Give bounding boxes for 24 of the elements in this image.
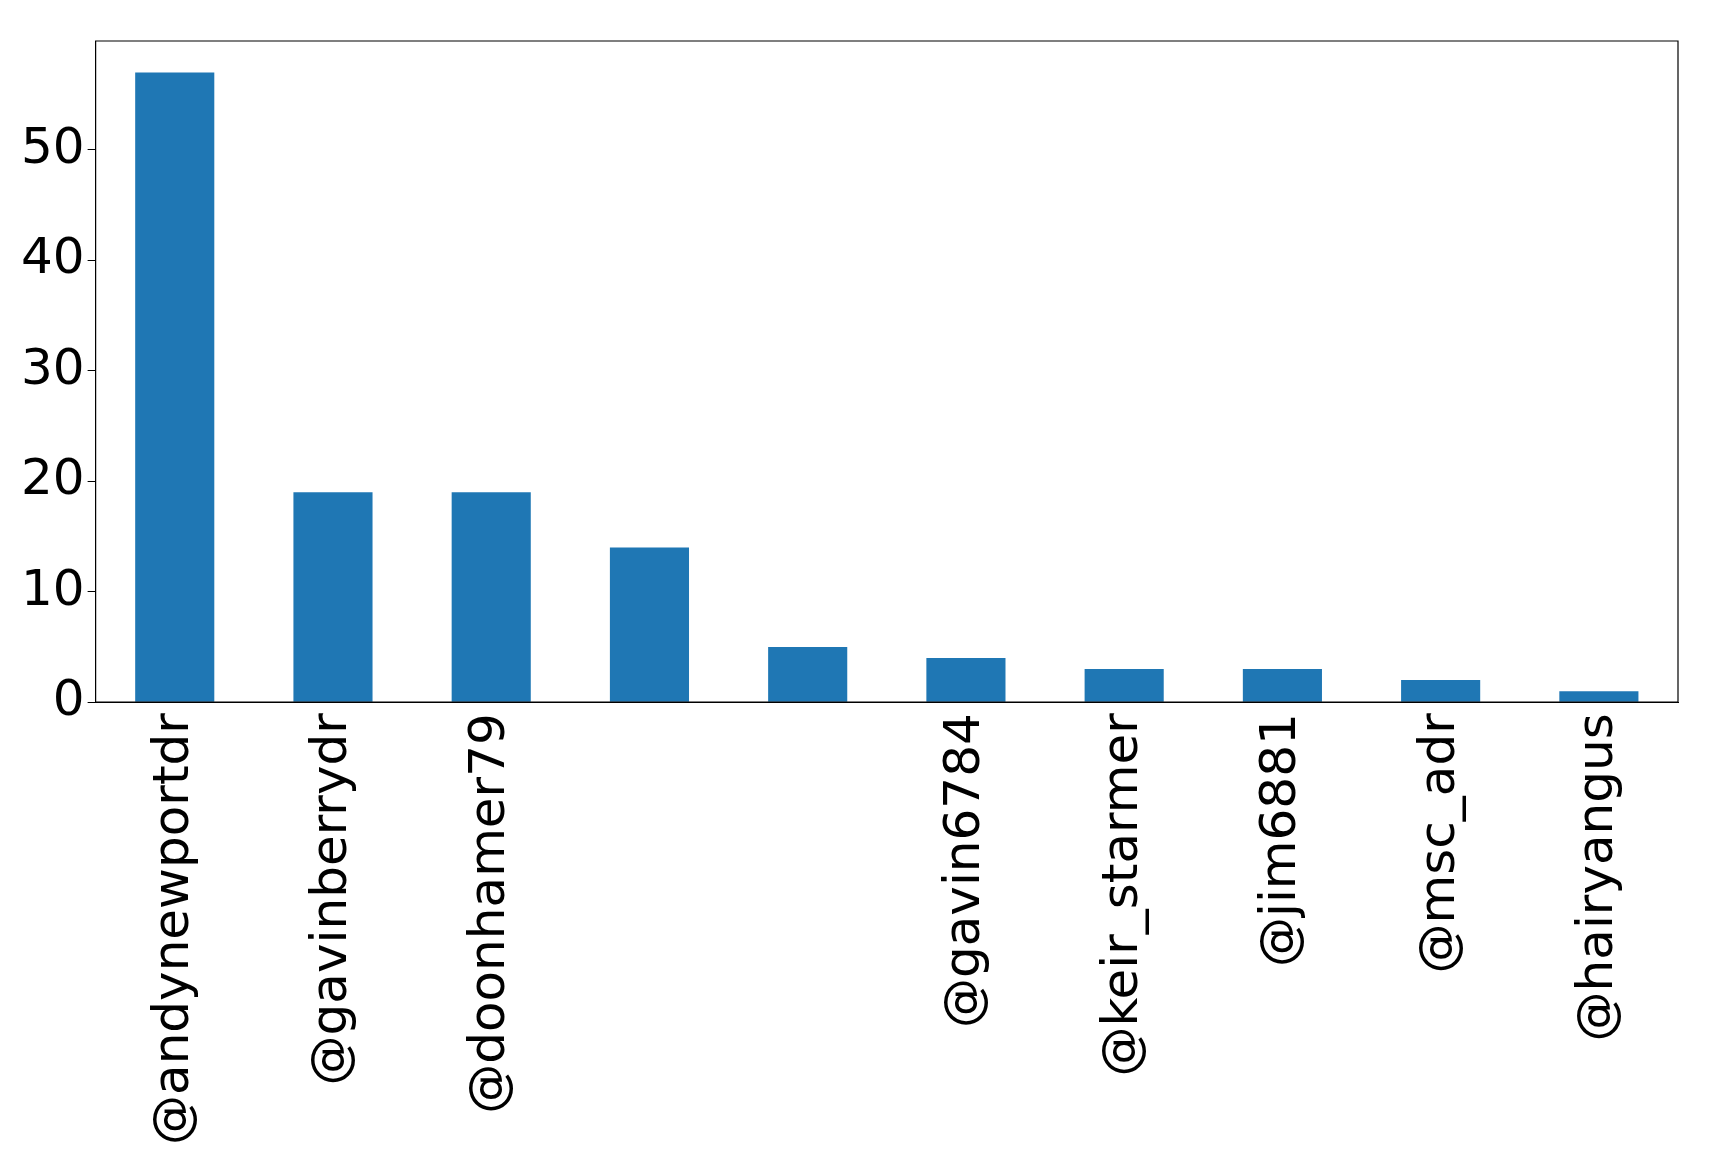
bar <box>451 492 531 702</box>
x-tick-label: @hairyangus <box>1565 713 1624 1042</box>
y-tick-label: 40 <box>21 227 85 286</box>
bar <box>609 547 690 702</box>
x-tick-label: @andynewportdr <box>141 712 200 1146</box>
x-tick-label: @gavinberrydr <box>299 712 358 1086</box>
bar <box>926 658 1006 702</box>
x-tick-label: @jim6881 <box>1249 713 1308 967</box>
y-tick-label: 10 <box>21 558 85 617</box>
x-tick-label: @doonhamer79 <box>458 713 517 1114</box>
y-tick-label: 30 <box>21 337 85 396</box>
y-tick-label: 0 <box>52 669 85 728</box>
x-tick-label: @keir_starmer <box>1091 712 1150 1077</box>
y-tick-label: 50 <box>21 116 85 175</box>
bar <box>1401 680 1481 702</box>
bar <box>1242 669 1322 702</box>
bar <box>1559 691 1639 702</box>
x-tick-label: @gavin6784 <box>932 713 991 1029</box>
bar <box>293 492 373 702</box>
x-tick-label: @msc_adr <box>1407 712 1466 974</box>
bar <box>1084 669 1164 702</box>
bar <box>135 72 215 702</box>
y-tick-label: 20 <box>21 448 85 507</box>
bar <box>768 646 848 702</box>
